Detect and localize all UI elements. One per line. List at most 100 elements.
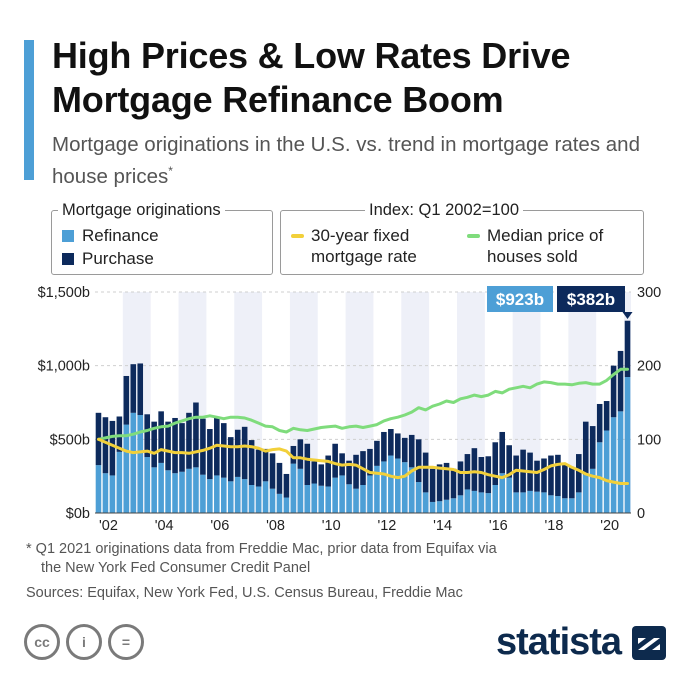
refinance-bar — [227, 481, 234, 513]
purchase-bar — [401, 437, 408, 463]
chart-title: High Prices & Low Rates Drive Mortgage R… — [52, 35, 571, 120]
footnote-line-1: * Q1 2021 originations data from Freddie… — [26, 541, 497, 557]
refinance-bar — [276, 493, 283, 513]
y-left-tick-label: $1,000b — [38, 359, 90, 375]
purchase-bar — [617, 350, 624, 412]
refinance-bar — [582, 474, 589, 513]
purchase-bar — [422, 452, 429, 493]
purchase-bar — [513, 455, 519, 493]
purchase-bar — [457, 461, 464, 496]
refinance-bar — [325, 486, 331, 513]
refinance-bar — [172, 473, 178, 513]
refinance-bar — [422, 492, 429, 513]
annotation-pointer — [622, 312, 633, 319]
purchase-bar — [109, 420, 116, 476]
purchase-bar — [123, 375, 130, 425]
purchase-bar — [151, 421, 157, 468]
purchase-bar — [276, 462, 283, 494]
rate-legend-label-line2: mortgage rate — [311, 247, 417, 266]
purchase-bar — [318, 464, 325, 486]
purchase-bar — [381, 431, 387, 462]
refinance-bar — [283, 497, 290, 513]
purchase-bar — [102, 417, 109, 474]
purchase-bar — [269, 453, 276, 489]
rate-line-swatch — [291, 234, 304, 238]
refinance-bar — [255, 486, 262, 513]
refinance-bar — [464, 489, 471, 513]
refinance-bar — [569, 498, 575, 513]
purchase-bar — [165, 421, 171, 471]
purchase-bar — [548, 455, 554, 496]
refinance-bar — [457, 495, 464, 513]
footnote-line-2: the New York Fed Consumer Credit Panel — [41, 560, 311, 576]
refinance-legend-label: Refinance — [82, 226, 159, 245]
refinance-bar — [527, 490, 533, 513]
refinance-bar — [513, 492, 519, 513]
refinance-bar — [311, 483, 318, 513]
refinance-bar — [381, 461, 387, 513]
refinance-bar — [318, 485, 325, 513]
price-legend-label-line1: Median price of — [487, 226, 604, 245]
refinance-bar — [304, 485, 311, 513]
refinance-bar — [395, 458, 401, 513]
refinance-bar — [429, 501, 436, 513]
purchase-bar — [179, 423, 185, 472]
refinance-bar — [624, 377, 631, 513]
refinance-bar — [151, 467, 157, 513]
refinance-bar — [220, 477, 227, 513]
refinance-bar — [102, 473, 109, 513]
purchase-bar — [610, 365, 617, 418]
price-line-swatch — [467, 234, 480, 238]
refinance-value-badge — [487, 286, 553, 312]
cc-icon[interactable]: cc — [24, 624, 60, 660]
refinance-bar — [401, 462, 408, 513]
refinance-bar — [610, 417, 617, 513]
purchase-bar — [207, 429, 213, 480]
attribution-icon[interactable]: i — [66, 624, 102, 660]
price-index-line — [97, 367, 629, 441]
purchase-bar — [137, 363, 144, 416]
refinance-swatch — [62, 230, 74, 242]
purchase-bar — [436, 464, 443, 502]
purchase-bar — [220, 423, 227, 478]
purchase-bar — [304, 443, 311, 486]
no-derivatives-icon[interactable]: = — [108, 624, 144, 660]
purchase-bar — [311, 461, 318, 484]
purchase-bar — [534, 460, 540, 492]
refinance-bar — [492, 485, 499, 513]
refinance-bar — [436, 501, 443, 513]
purchase-bar — [555, 454, 561, 497]
refinance-bar — [443, 499, 450, 513]
refinance-value-label: $923b — [496, 290, 544, 309]
purchase-bar — [255, 449, 262, 487]
purchase-bar — [367, 448, 373, 476]
purchase-bar — [130, 364, 137, 413]
purchase-bar — [471, 448, 478, 491]
index-legend-title: Index: Q1 2002=100 — [365, 200, 523, 220]
refinance-bar — [617, 411, 624, 513]
rate-index-line — [97, 437, 629, 485]
y-right-tick-label: 100 — [637, 432, 661, 448]
refinance-bar — [186, 468, 192, 513]
refinance-bar — [109, 475, 116, 513]
statista-logo-text[interactable]: statista — [496, 621, 622, 663]
refinance-bar — [388, 455, 394, 513]
sources: Sources: Equifax, New York Fed, U.S. Cen… — [26, 585, 463, 601]
purchase-bar — [332, 443, 338, 478]
originations-legend-title: Mortgage originations — [58, 200, 225, 220]
x-tick-label: '08 — [266, 518, 285, 534]
refinance-bar — [485, 493, 492, 513]
purchase-bar — [443, 462, 450, 500]
subtitle-text: Mortgage originations in the U.S. vs. tr… — [52, 133, 640, 188]
refinance-bar — [241, 479, 248, 513]
purchase-bar — [450, 468, 457, 499]
purchase-bar — [158, 411, 164, 463]
purchase-bar — [589, 426, 596, 469]
refinance-bar — [450, 498, 457, 513]
purchase-bar — [290, 445, 297, 464]
refinance-bar — [555, 496, 561, 513]
x-tick-label: '12 — [377, 518, 396, 534]
refinance-bar — [360, 485, 366, 513]
refinance-bar — [179, 471, 185, 513]
purchase-bar — [325, 455, 331, 487]
